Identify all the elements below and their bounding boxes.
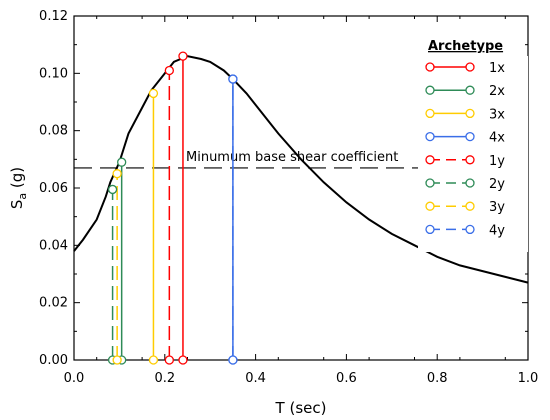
legend-marker-4y xyxy=(465,224,475,235)
legend-marker-2x xyxy=(465,85,475,95)
legend-label-4y: 4y xyxy=(489,223,505,238)
legend-label-1x: 1x xyxy=(489,61,505,76)
legend-marker-1y xyxy=(465,155,475,165)
legend-marker-3x xyxy=(425,108,435,119)
annotation-background xyxy=(184,148,392,164)
y-axis-title-text: Sa (g) xyxy=(8,167,29,209)
y-axis-title: Sa (g) xyxy=(8,167,29,209)
legend-label-2y: 2y xyxy=(489,177,505,192)
y-tick-label: 0.12 xyxy=(39,9,68,24)
legend-label-1y: 1y xyxy=(489,154,505,169)
x-axis-title: T (sec) xyxy=(275,399,327,417)
legend-marker-2y xyxy=(425,178,435,188)
y-tick-label: 0.08 xyxy=(39,124,68,139)
y-tick-label: 0.02 xyxy=(39,296,68,311)
legend-marker-4y xyxy=(425,224,435,235)
y-tick-label: 0.04 xyxy=(39,238,68,253)
legend-label-3y: 3y xyxy=(489,200,505,215)
x-tick-label: 0.6 xyxy=(336,371,357,386)
legend-marker-4x xyxy=(425,131,435,142)
series-base-point-3x xyxy=(148,355,159,365)
y-tick-label: 0.00 xyxy=(39,353,68,368)
y-axis-title-sub: a xyxy=(16,193,29,200)
x-tick-label: 0.4 xyxy=(245,371,266,386)
legend-marker-2x xyxy=(425,85,435,95)
y-tick-label: 0.06 xyxy=(39,181,68,196)
legend: Archetype 1x 2x 3x 4x 1y 2y 3y 4y xyxy=(418,39,528,252)
x-axis-ticks: 0.0 0.2 0.4 0.6 0.8 1.0 xyxy=(64,16,539,386)
legend-background xyxy=(418,56,528,252)
legend-marker-1x xyxy=(465,62,475,72)
series-base-point-4y xyxy=(228,355,238,365)
legend-label-3x: 3x xyxy=(489,107,505,122)
legend-items: 1x 2x 3x 4x 1y 2y 3y 4y xyxy=(418,56,528,252)
legend-label-2x: 2x xyxy=(489,84,505,99)
legend-marker-3y xyxy=(465,201,475,211)
archetype-series xyxy=(111,56,234,360)
legend-marker-3y xyxy=(425,201,435,211)
series-point-2x xyxy=(117,157,127,167)
series-point-3y xyxy=(112,169,122,179)
x-tick-label: 1.0 xyxy=(518,371,539,386)
legend-marker-3x xyxy=(465,108,475,119)
legend-marker-1x xyxy=(425,62,435,72)
x-tick-label: 0.2 xyxy=(154,371,175,386)
archetype-markers xyxy=(107,51,238,365)
series-base-point-1y xyxy=(164,355,174,365)
legend-marker-1y xyxy=(425,155,435,165)
y-axis-title-main: S xyxy=(8,200,26,210)
series-point-1x xyxy=(178,51,188,61)
y-axis-ticks: 0.00 0.02 0.04 0.06 0.08 0.10 0.12 xyxy=(39,9,528,368)
legend-label-4x: 4x xyxy=(489,131,505,146)
series-point-3x xyxy=(148,88,159,99)
series-base-point-1x xyxy=(178,355,188,365)
reference-line-label: Minumum base shear coefficient xyxy=(186,150,398,165)
y-axis-title-suffix: (g) xyxy=(8,167,26,193)
series-point-4y xyxy=(228,74,238,84)
legend-marker-2y xyxy=(465,178,475,188)
legend-title: Archetype xyxy=(428,39,503,54)
x-tick-label: 0.8 xyxy=(427,371,448,386)
y-tick-label: 0.10 xyxy=(39,66,68,81)
series-base-point-3y xyxy=(112,355,122,365)
series-point-2y xyxy=(107,184,118,195)
series-point-1y xyxy=(164,65,174,76)
legend-marker-4x xyxy=(465,131,475,142)
x-tick-label: 0.0 xyxy=(64,371,85,386)
